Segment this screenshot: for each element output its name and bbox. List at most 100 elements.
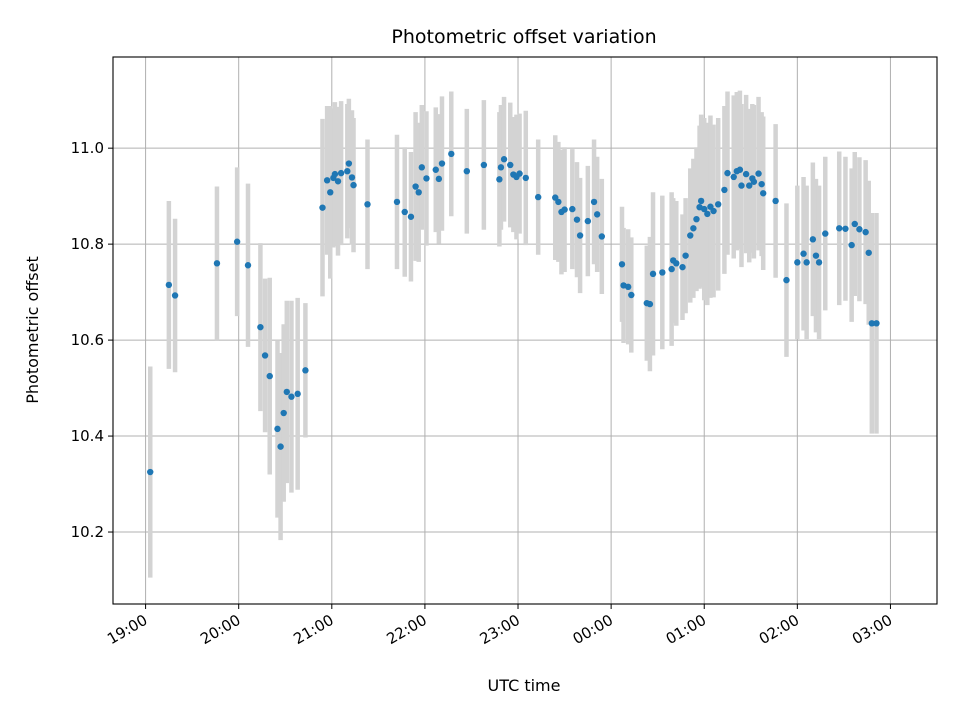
- plot-area-frame: [112, 56, 938, 605]
- data-point: [856, 226, 863, 233]
- data-point: [401, 208, 408, 216]
- data-point: [412, 183, 419, 190]
- data-point: [522, 174, 529, 182]
- data-point: [742, 170, 750, 178]
- data-point: [868, 320, 876, 327]
- data-point: [507, 161, 514, 169]
- data-point: [257, 323, 264, 331]
- data-point: [500, 156, 508, 163]
- data-point: [337, 169, 345, 177]
- data-point: [618, 261, 626, 268]
- data-point: [812, 252, 820, 259]
- data-point: [624, 283, 632, 291]
- x-axis-title: UTC time: [488, 676, 561, 695]
- data-point: [277, 443, 284, 450]
- data-point: [266, 372, 273, 380]
- data-point: [302, 367, 309, 374]
- data-point: [759, 190, 767, 197]
- data-point: [288, 393, 295, 400]
- y-tick-label: 10.8: [71, 235, 104, 253]
- data-point: [327, 189, 334, 196]
- data-point: [710, 207, 717, 215]
- data-point: [534, 193, 542, 201]
- data-point: [350, 181, 357, 189]
- data-point: [348, 174, 356, 181]
- data-point: [171, 292, 179, 299]
- data-point: [800, 250, 807, 257]
- data-point: [772, 197, 779, 205]
- data-point: [848, 241, 855, 249]
- data-point: [750, 178, 758, 185]
- data-point: [628, 291, 635, 299]
- data-point: [865, 249, 872, 256]
- data-point: [783, 276, 790, 284]
- data-point: [393, 198, 401, 206]
- data-point: [714, 201, 722, 208]
- data-point: [746, 182, 753, 189]
- data-point: [496, 176, 503, 183]
- data-point: [701, 205, 708, 213]
- chart-title: Photometric offset variation: [391, 26, 656, 48]
- data-point: [851, 220, 858, 228]
- data-point: [842, 225, 849, 232]
- data-point: [668, 265, 675, 273]
- data-point: [873, 320, 880, 327]
- data-point: [323, 177, 331, 184]
- data-point: [721, 186, 728, 194]
- data-point: [294, 390, 301, 398]
- data-point: [415, 189, 422, 196]
- data-point: [561, 206, 568, 213]
- data-point: [590, 198, 598, 206]
- data-point: [862, 228, 869, 236]
- data-point: [261, 352, 269, 359]
- data-point: [659, 269, 666, 276]
- data-point: [836, 225, 843, 232]
- data-points: [147, 150, 880, 476]
- y-tick-label: 10.2: [71, 523, 104, 541]
- data-point: [165, 281, 173, 289]
- data-point: [736, 166, 744, 173]
- data-point: [497, 164, 505, 171]
- data-point: [697, 197, 705, 205]
- data-point: [480, 161, 488, 169]
- data-point: [755, 170, 762, 177]
- data-point: [344, 167, 351, 175]
- data-point: [407, 213, 415, 220]
- data-point: [809, 236, 817, 243]
- data-point: [690, 225, 697, 232]
- data-point: [555, 198, 562, 206]
- data-point: [598, 233, 606, 240]
- data-point: [794, 259, 801, 266]
- data-point: [803, 259, 810, 266]
- y-tick-label: 10.4: [71, 427, 104, 445]
- data-point: [673, 260, 680, 267]
- data-point: [687, 232, 694, 239]
- y-axis: 10.2 10.4 10.6 10.8 11.0: [71, 139, 113, 541]
- data-point: [704, 210, 711, 218]
- y-tick-label: 10.6: [71, 331, 104, 349]
- data-point: [463, 167, 471, 175]
- data-point: [283, 388, 291, 396]
- data-point: [646, 300, 654, 308]
- data-point: [693, 215, 700, 223]
- data-point: [435, 175, 443, 183]
- data-point: [233, 238, 241, 245]
- data-point: [147, 468, 154, 476]
- data-point: [213, 260, 221, 267]
- data-point: [584, 217, 592, 225]
- data-point: [432, 166, 439, 173]
- data-point: [758, 180, 765, 188]
- data-point: [516, 170, 523, 177]
- data-point: [448, 150, 455, 158]
- data-point: [815, 259, 823, 266]
- data-point: [438, 160, 446, 167]
- data-point: [334, 178, 342, 185]
- data-point: [682, 252, 689, 259]
- data-point: [274, 425, 281, 433]
- data-point: [364, 201, 371, 208]
- data-point: [576, 232, 584, 239]
- data-point: [593, 211, 601, 218]
- data-point: [319, 204, 326, 211]
